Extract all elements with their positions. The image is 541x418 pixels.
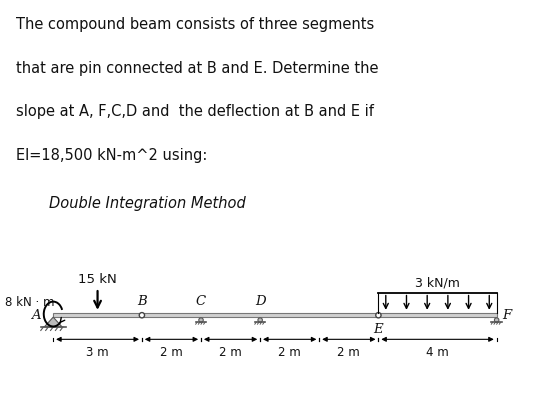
Text: E: E — [374, 323, 383, 336]
Text: El=18,500 kN-m^2 using:: El=18,500 kN-m^2 using: — [16, 148, 208, 163]
Circle shape — [258, 318, 262, 322]
Text: slope at A, F,C,D and  the deflection at B and E if: slope at A, F,C,D and the deflection at … — [16, 104, 374, 119]
Circle shape — [199, 318, 203, 322]
Text: 2 m: 2 m — [160, 346, 183, 359]
Text: F: F — [502, 309, 511, 322]
Text: 8 kN · m: 8 kN · m — [5, 296, 54, 309]
Text: 4 m: 4 m — [426, 346, 449, 359]
Bar — [53, 314, 497, 317]
Text: 2 m: 2 m — [278, 346, 301, 359]
Text: B: B — [137, 295, 147, 308]
Circle shape — [494, 318, 499, 322]
Text: Double Integration Method: Double Integration Method — [49, 196, 246, 211]
Circle shape — [376, 313, 381, 318]
Text: 3 kN/m: 3 kN/m — [415, 276, 460, 289]
Text: that are pin connected at B and E. Determine the: that are pin connected at B and E. Deter… — [16, 61, 379, 76]
Text: 2 m: 2 m — [219, 346, 242, 359]
Text: 3 m: 3 m — [86, 346, 109, 359]
Polygon shape — [44, 317, 62, 327]
Circle shape — [139, 313, 144, 318]
Text: C: C — [196, 295, 206, 308]
Text: D: D — [255, 295, 266, 308]
Text: 2 m: 2 m — [338, 346, 360, 359]
Text: A: A — [31, 309, 41, 322]
Text: The compound beam consists of three segments: The compound beam consists of three segm… — [16, 18, 374, 32]
Text: 15 kN: 15 kN — [78, 273, 117, 286]
